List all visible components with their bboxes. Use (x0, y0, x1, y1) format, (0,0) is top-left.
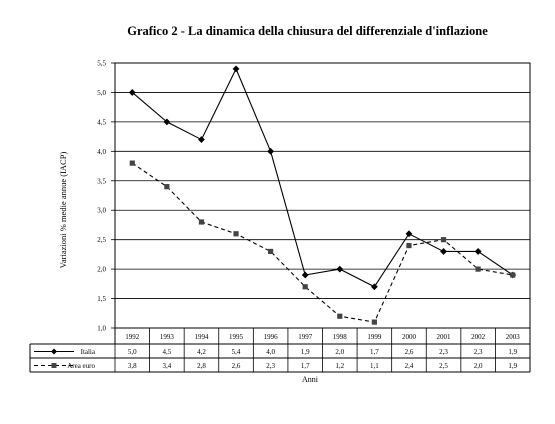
data-point-square (440, 237, 447, 243)
data-point-diamond (405, 230, 413, 238)
data-point-square (198, 219, 205, 225)
y-tick-label: 5,0 (97, 89, 106, 97)
x-tick-label: 2000 (402, 333, 417, 341)
table-value: 1,9 (508, 348, 517, 356)
x-tick-label: 2003 (506, 333, 521, 341)
x-tick-label: 1995 (229, 333, 244, 341)
table-value: 2,3 (474, 348, 483, 356)
data-point-square (371, 319, 377, 325)
legend-label: Area euro (67, 362, 95, 370)
data-point-square (302, 284, 308, 290)
y-tick-label: 1,0 (97, 325, 106, 333)
x-tick-label: 1994 (194, 333, 209, 341)
data-point-diamond (163, 118, 171, 126)
data-point-diamond (440, 248, 447, 255)
x-tick-label: 1998 (333, 333, 348, 341)
y-tick-label: 3,5 (97, 177, 106, 185)
y-tick-label: 1,5 (97, 295, 106, 303)
data-point-square (164, 184, 170, 190)
table-value: 1,9 (301, 348, 310, 356)
x-tick-label: 1997 (298, 333, 313, 341)
data-point-diamond (128, 89, 136, 96)
data-point-diamond (232, 65, 240, 73)
table-value: 3,8 (128, 362, 137, 370)
data-point-diamond (370, 283, 378, 291)
plot-area (114, 62, 531, 329)
data-point-diamond (474, 248, 482, 255)
data-point-square (233, 231, 239, 237)
table-value: 1,7 (370, 348, 379, 356)
data-point-diamond (301, 271, 309, 279)
chart-title: Grafico 2 - La dinamica della chiusura d… (127, 24, 488, 38)
series-line-1 (131, 162, 513, 323)
table-value: 4,2 (197, 348, 206, 356)
x-tick-label: 2001 (437, 333, 452, 341)
data-point-square (406, 242, 412, 249)
x-tick-label: 2002 (471, 333, 486, 341)
y-tick-label: 4,5 (97, 118, 106, 126)
series-line-0 (131, 67, 514, 288)
table-value: 1,1 (370, 362, 379, 370)
table-value: 4,0 (266, 348, 275, 356)
x-tick-label: 1999 (367, 333, 382, 341)
table-value: 4,5 (163, 348, 172, 356)
table-value: 2,5 (439, 362, 448, 370)
legend-label: Italia (81, 348, 96, 356)
data-point-square (337, 313, 343, 319)
legend-marker-square (51, 363, 57, 368)
data-point-diamond (267, 147, 275, 155)
data-point-diamond (198, 136, 205, 143)
table-value: 2,3 (439, 348, 448, 356)
table-value: 5,0 (128, 348, 137, 356)
table-value: 2,6 (232, 362, 241, 370)
y-tick-label: 4,0 (97, 148, 106, 156)
table-value: 5,4 (232, 348, 241, 356)
table-value: 1,9 (508, 362, 517, 370)
table-value: 2,0 (474, 362, 483, 370)
table-value: 2,0 (335, 348, 344, 356)
table-value: 3,4 (163, 362, 172, 370)
table-value: 1,2 (335, 362, 344, 370)
legend-marker-diamond (51, 348, 57, 355)
data-point-square (475, 266, 481, 272)
data-point-square (268, 248, 274, 255)
data-point-square (129, 160, 135, 166)
data-point-diamond (336, 265, 344, 273)
x-tick-label: 1992 (125, 333, 140, 341)
x-axis-label: Anni (302, 375, 318, 384)
data-point-square (510, 272, 516, 278)
x-tick-label: 1996 (264, 333, 279, 341)
table-value: 2,4 (405, 362, 414, 370)
y-tick-label: 5,5 (97, 60, 106, 68)
table-value: 2,8 (197, 362, 206, 370)
table-value: 2,3 (266, 362, 275, 370)
y-tick-label: 2,5 (97, 236, 106, 244)
table-value: 1,7 (301, 362, 310, 370)
x-tick-label: 1993 (160, 333, 175, 341)
y-tick-label: 3,0 (97, 207, 106, 215)
table-value: 2,6 (405, 348, 414, 356)
y-tick-label: 2,0 (97, 266, 106, 274)
